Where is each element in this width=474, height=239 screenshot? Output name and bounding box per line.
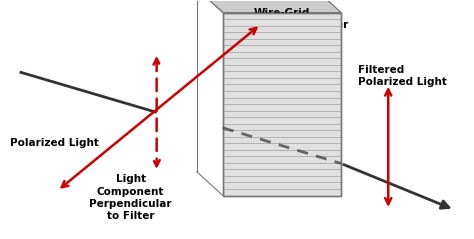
Polygon shape [223,13,341,196]
Text: Filtered
Polarized Light: Filtered Polarized Light [357,65,447,87]
Text: Wire-Grid
Polarizing Filter: Wire-Grid Polarizing Filter [254,8,348,30]
Polygon shape [197,0,341,13]
Text: Polarized Light: Polarized Light [10,138,99,148]
Polygon shape [315,0,341,196]
Text: Light
Component
Perpendicular
to Filter: Light Component Perpendicular to Filter [90,174,172,221]
